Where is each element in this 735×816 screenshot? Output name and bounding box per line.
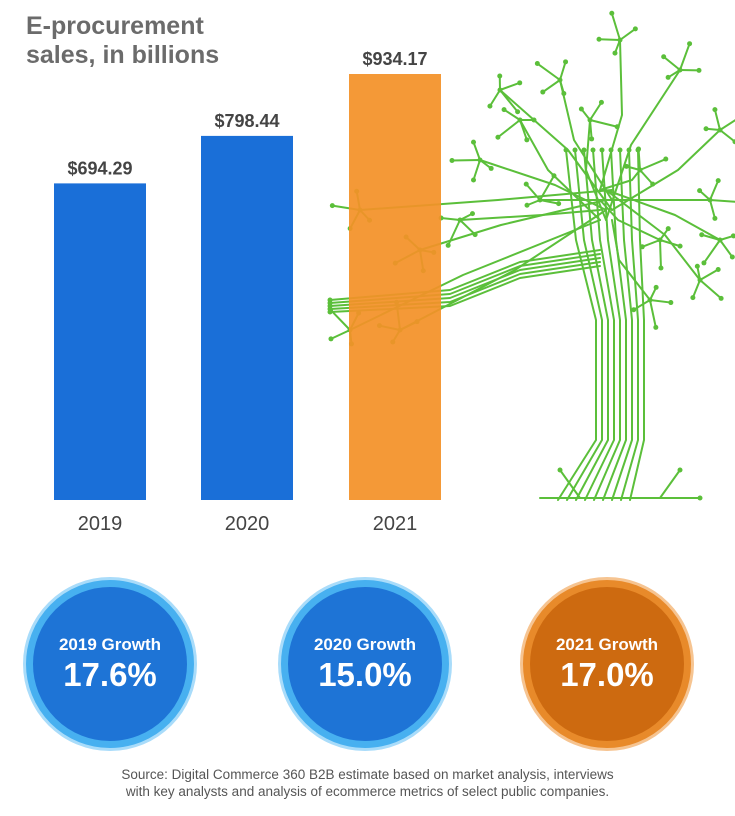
growth-circle-2019: 2019 Growth 17.6% bbox=[26, 580, 194, 748]
value-label-2019: $694.29 bbox=[67, 158, 132, 178]
growth-circle-2020: 2020 Growth 15.0% bbox=[281, 580, 449, 748]
source-note: Source: Digital Commerce 360 B2B estimat… bbox=[0, 766, 735, 800]
source-line-1: Source: Digital Commerce 360 B2B estimat… bbox=[121, 767, 614, 782]
category-label-2020: 2020 bbox=[225, 513, 270, 535]
source-line-2: with key analysts and analysis of ecomme… bbox=[125, 784, 610, 799]
bar-2020 bbox=[201, 135, 293, 500]
circuit-nodes bbox=[327, 10, 735, 501]
growth-circle-2021: 2021 Growth 17.0% bbox=[523, 580, 691, 748]
growth-value-2020: 15.0% bbox=[318, 656, 412, 693]
chart-title: E-procurement sales, in billions bbox=[26, 12, 219, 70]
value-label-2021: $934.17 bbox=[362, 49, 427, 69]
title-line-1: E-procurement bbox=[26, 12, 204, 40]
growth-label-2021: 2021 Growth bbox=[555, 635, 659, 654]
bar-chart: $694.29 2019 $798.44 2020 $934.17 2021 bbox=[54, 49, 441, 535]
growth-label-2020: 2020 Growth bbox=[313, 635, 417, 654]
title-line-2: sales, in billions bbox=[26, 41, 220, 69]
category-label-2021: 2021 bbox=[373, 513, 418, 535]
value-label-2020: $798.44 bbox=[214, 111, 279, 131]
bar-2019 bbox=[54, 183, 146, 501]
growth-label-2019: 2019 Growth bbox=[58, 635, 162, 654]
growth-value-2019: 17.6% bbox=[63, 656, 157, 693]
category-label-2019: 2019 bbox=[78, 513, 123, 535]
growth-value-2021: 17.0% bbox=[560, 656, 654, 693]
bar-2021 bbox=[349, 74, 441, 500]
